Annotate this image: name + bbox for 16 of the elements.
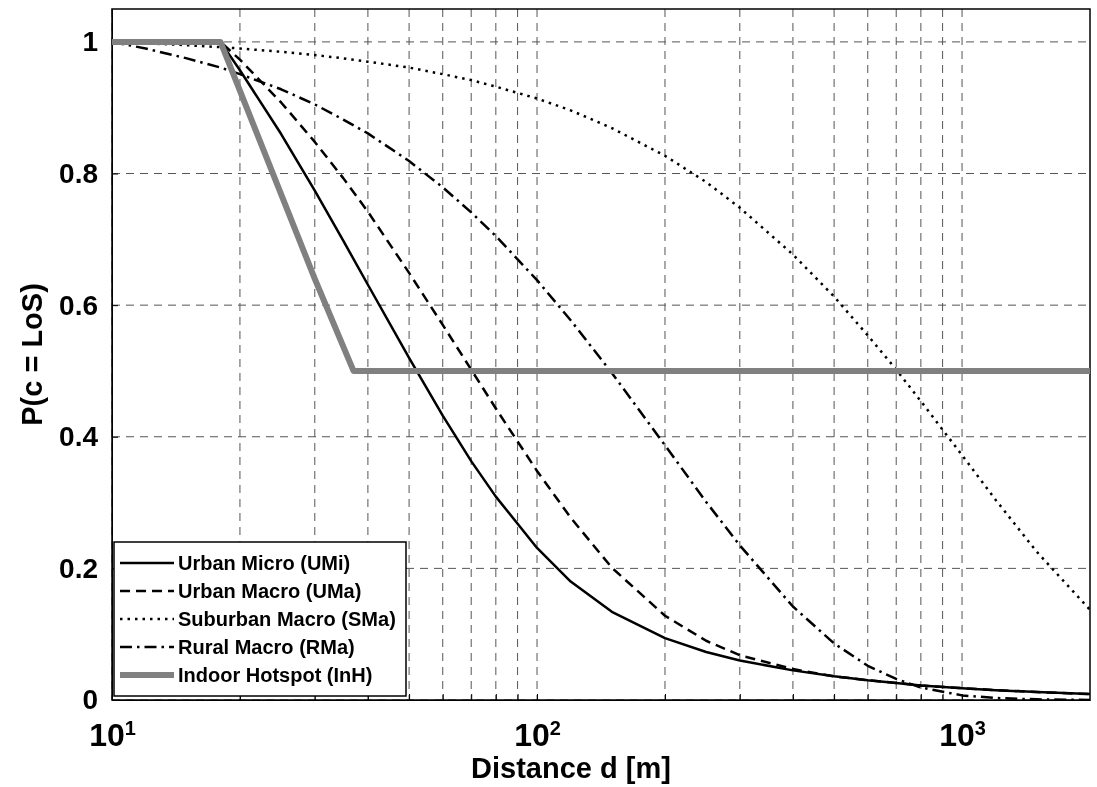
legend-label: Urban Macro (UMa) [178, 580, 362, 602]
y-tick-label: 0.2 [59, 552, 98, 584]
x-tick-label: 10$^{1}$ [89, 717, 136, 753]
x-axis-title: Distance d [m] [471, 752, 671, 784]
x-tick-label: 10$^{2}$ [514, 717, 561, 753]
y-tick-label: 0 [82, 684, 98, 716]
y-axis-title: P(c = LoS) [16, 283, 48, 426]
x-tick-label: 10$^{3}$ [939, 717, 986, 753]
y-tick-label: 0.4 [59, 421, 99, 453]
y-tick-label: 0.8 [59, 157, 98, 189]
legend-label: Indoor Hotspot (InH) [178, 664, 373, 686]
y-tick-label: 1 [82, 26, 98, 58]
y-tick-label: 0.6 [59, 289, 98, 321]
legend-label: Urban Micro (UMi) [178, 552, 351, 574]
legend-label: Rural Macro (RMa) [178, 636, 355, 658]
legend-label: Suburban Macro (SMa) [178, 608, 396, 630]
